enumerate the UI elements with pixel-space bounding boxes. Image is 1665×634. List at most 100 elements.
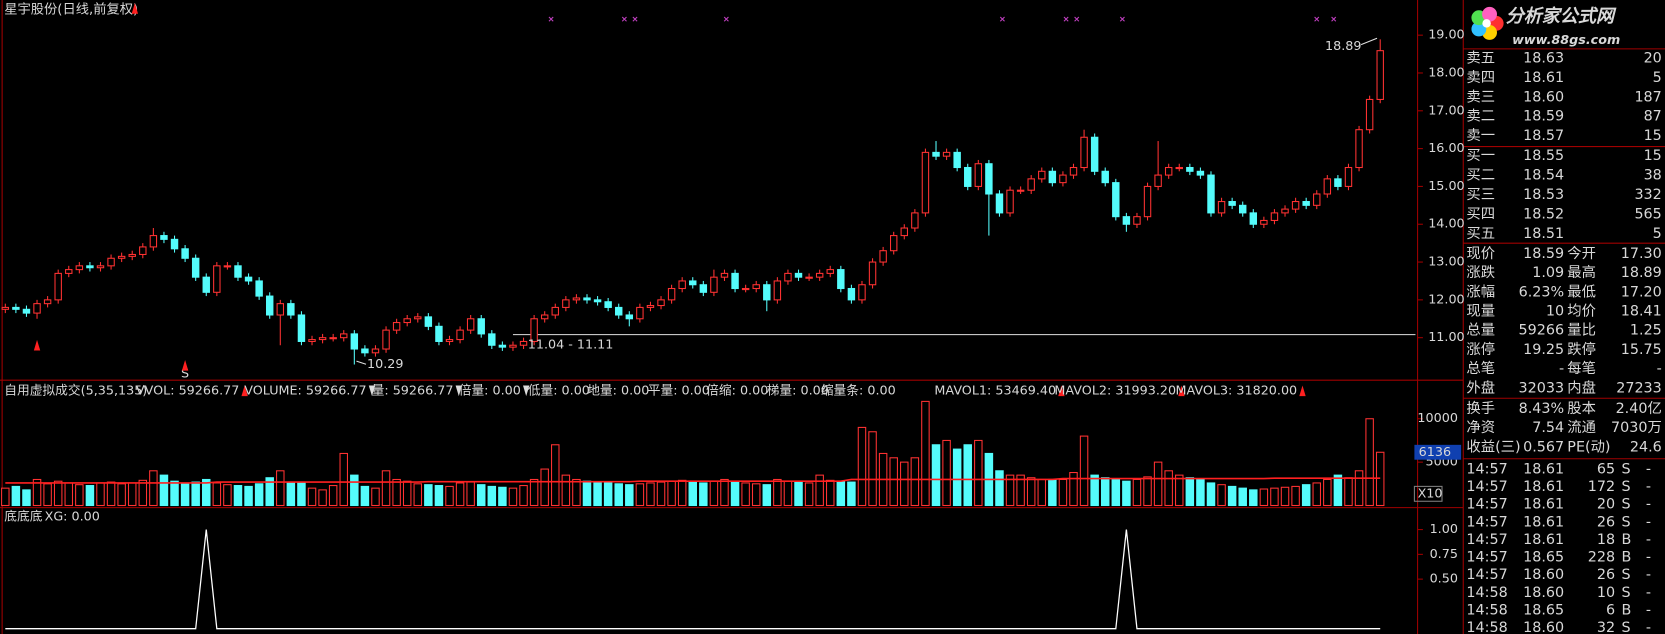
stat-label: 内盘 [1567,378,1596,396]
stat-value: 18.59 [1523,246,1564,262]
candle-body [752,284,760,290]
candle-body [657,299,665,307]
candle-body [1207,174,1215,214]
stat-value: 15.75 [1621,342,1662,358]
candle-body [794,272,803,278]
candle-body [107,257,115,267]
legend-item: XG: 0.00 [45,510,100,525]
candle-body [435,325,443,342]
candle-body [1016,189,1025,192]
volume-bar [519,485,528,507]
volume-bar [677,479,687,507]
candle-body [699,284,708,293]
candle-body [170,238,179,250]
tick-price: 18.60 [1523,567,1564,583]
volume-bar [170,480,179,507]
level-label: 卖四 [1466,69,1495,86]
candle-body [509,344,517,348]
stat-value: 19.25 [1523,342,1564,358]
tick-side: S [1621,585,1630,601]
candle-body [287,303,295,316]
candle-body [297,314,306,342]
annotation-pointer [1360,37,1378,46]
volume-bar [1005,474,1015,507]
stat-value: 1.09 [1532,265,1564,281]
volume-bar [202,478,211,507]
volume-bar [625,484,634,507]
tick-price: 18.65 [1523,602,1564,618]
candle-body [1027,178,1035,191]
tick-side: S [1621,620,1630,634]
chart-title: 星宇股份(日线,前复权) [4,1,138,18]
volume-bar [720,478,729,507]
candle-body [276,303,285,316]
volume-bar [339,452,348,507]
candle-body [139,246,147,256]
up-arrow [1178,385,1185,397]
stat-label: 现价 [1466,246,1495,262]
stat-value: 0.567 [1523,439,1564,455]
level-label: 买一 [1466,147,1495,164]
volume-bar [952,448,962,507]
logo-name: 分析家公式网 [1506,6,1617,27]
quote-panel: 分析家公式网 www.88gs.com 卖五 18.63 20 卖四 18.61 5 卖三 18.… [1463,6,1665,634]
candle-body [741,287,750,291]
candle-body [33,303,41,314]
stat-label: 涨幅 [1466,283,1495,300]
candle-body [562,299,570,308]
down-arrow [523,385,530,397]
tick-side: B [1621,550,1631,566]
volume-bar [1259,488,1269,507]
tick-time: 14:57 [1466,514,1507,530]
level-price: 18.54 [1523,168,1564,184]
y-tick-label: 11.00 [1428,330,1464,345]
tick-flag: - [1646,532,1651,548]
stat-value: 32033 [1519,380,1565,396]
marker [1119,16,1125,22]
candle-body [678,280,686,290]
tick-price: 18.60 [1523,620,1564,634]
volume-bar [1354,470,1364,507]
volume-bar [96,482,105,507]
stat-value: 8.43% [1519,401,1565,417]
candle-body [1376,50,1384,100]
signal-label: S [181,366,189,381]
level-volume: 15 [1644,148,1662,164]
candle-body [1281,208,1289,214]
volume-bar [1100,477,1110,507]
candle-body [858,284,866,301]
tick-side: S [1621,479,1630,495]
volume-bar [1270,487,1279,507]
tick-volume: 172 [1588,479,1615,495]
candle-body [498,344,507,348]
candle-body [43,299,52,305]
candle-body [96,265,105,269]
volume-bar [1227,485,1237,507]
up-arrow [131,3,139,14]
level-label: 买三 [1466,186,1495,203]
tick-time: 14:57 [1466,497,1507,513]
volume-bar [1,487,10,507]
stat-label: 量比 [1567,322,1596,339]
volume-bar [1238,487,1247,507]
tick-side: B [1621,602,1631,618]
volume-bar [191,481,200,507]
candle-body [392,322,401,331]
volume-bar [889,457,898,507]
y-tick-label: 19.00 [1428,28,1464,43]
candle-body [1154,174,1162,187]
candle-body [54,272,62,301]
volume-bar [593,481,602,507]
volume-bar [286,482,296,507]
candle-body [689,280,697,286]
ma-line [5,477,1381,484]
volume-bar [773,478,782,507]
volume-bar [561,474,571,507]
volume-bar [180,483,190,507]
candle-body [995,193,1004,214]
candle-body [445,339,454,342]
legend-item: 低量: 0.00 [528,383,590,398]
candle-body [847,287,856,301]
candle-body [86,265,94,269]
